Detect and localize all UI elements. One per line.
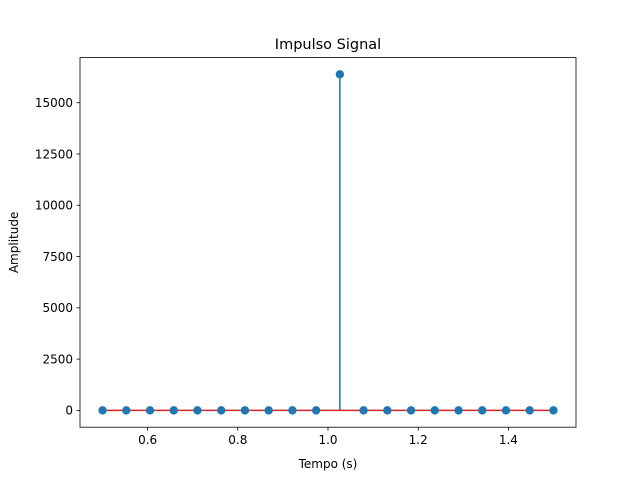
x-tick-label: 0.8 bbox=[228, 433, 247, 447]
stem-marker bbox=[169, 406, 178, 415]
stem-marker bbox=[264, 406, 273, 415]
x-axis-label: Tempo (s) bbox=[298, 457, 358, 471]
y-tick-label: 15000 bbox=[35, 96, 73, 110]
stem-marker bbox=[193, 406, 202, 415]
stem-marker bbox=[383, 406, 392, 415]
plot-area-frame bbox=[79, 57, 577, 428]
y-tick-label: 0 bbox=[65, 404, 73, 418]
x-axis: 0.6 0.8 1.0 1.2 1.4 bbox=[138, 427, 518, 447]
stem-marker bbox=[525, 406, 534, 415]
y-tick-label: 5000 bbox=[42, 301, 73, 315]
stem-marker bbox=[217, 406, 226, 415]
stem-marker bbox=[240, 406, 250, 415]
stem-marker bbox=[406, 406, 416, 415]
x-tick-label: 1.2 bbox=[409, 433, 428, 447]
stem-marker bbox=[288, 406, 297, 415]
stem-marker bbox=[145, 406, 155, 415]
x-tick-label: 0.6 bbox=[138, 433, 157, 447]
y-tick-label: 12500 bbox=[35, 147, 73, 161]
stem-marker bbox=[122, 406, 131, 415]
y-tick-label: 7500 bbox=[42, 250, 73, 264]
y-tick-label: 2500 bbox=[42, 352, 73, 366]
stem-marker bbox=[335, 70, 345, 79]
stem-marker bbox=[98, 406, 107, 415]
x-tick-label: 1.4 bbox=[499, 433, 518, 447]
stem-lines bbox=[339, 74, 341, 411]
stem-marker bbox=[430, 406, 439, 415]
stem-marker bbox=[454, 406, 463, 415]
chart-title: Impulso Signal bbox=[275, 37, 381, 53]
stem-marker bbox=[501, 406, 511, 415]
stem-marker bbox=[359, 406, 368, 415]
stem-marker bbox=[478, 406, 487, 415]
stem-marker bbox=[311, 406, 321, 415]
x-tick-label: 1.0 bbox=[318, 433, 337, 447]
y-tick-label: 10000 bbox=[35, 199, 73, 213]
stem-marker bbox=[549, 406, 558, 415]
stem-markers bbox=[98, 70, 558, 415]
y-axis: 0 2500 5000 7500 10000 12500 15000 bbox=[35, 96, 80, 418]
y-axis-label: Amplitude bbox=[7, 212, 21, 274]
